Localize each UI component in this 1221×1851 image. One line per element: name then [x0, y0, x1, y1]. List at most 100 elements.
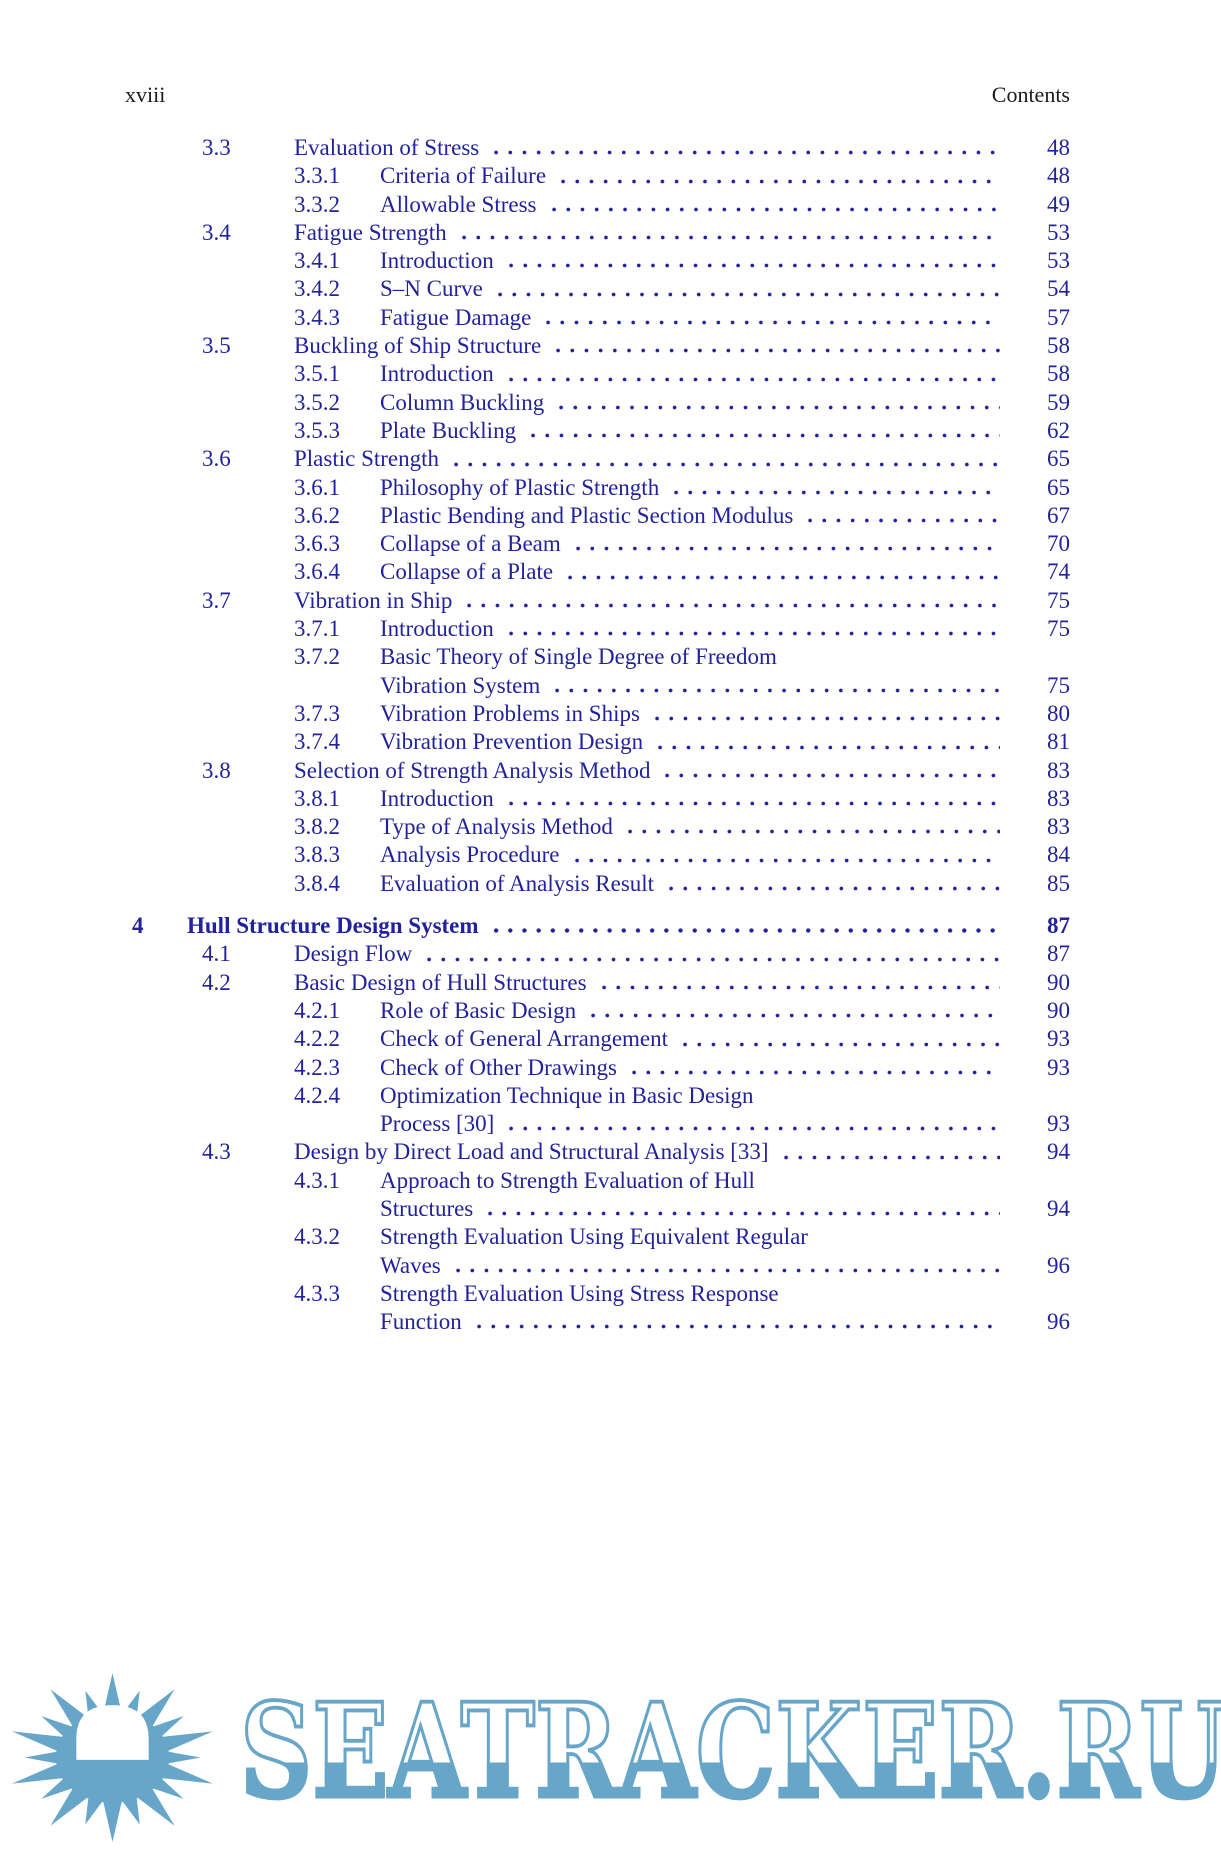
toc-entry-title: Criteria of Failure	[380, 163, 547, 189]
toc-entry: 3.6.4 Collapse of a Plate 74	[0, 558, 1221, 586]
toc-entry-line: 3.4.1 Introduction 53	[0, 247, 1221, 275]
toc-entry-title: Check of Other Drawings	[380, 1054, 617, 1080]
watermark-text: SEATRACKER.RU	[239, 1684, 1221, 1818]
toc-entry: 3.7.3 Vibration Problems in Ships 80	[0, 700, 1221, 728]
toc-entry: 4.2.4 Optimization Technique in Basic Des…	[0, 1082, 1221, 1139]
toc-entry-number: 4.2.3	[294, 1054, 340, 1080]
dotted-leader	[653, 744, 1000, 750]
toc-entry-page: 53	[1047, 219, 1070, 245]
toc-entry: 3.5.1 Introduction 58	[0, 360, 1221, 388]
toc-entry-title: Function	[380, 1309, 462, 1335]
toc-entry-title: Vibration System	[380, 672, 541, 698]
toc-entry-page: 90	[1047, 969, 1070, 995]
toc-entry-number: 4	[132, 913, 144, 939]
toc-entry-number: 3.5.1	[294, 361, 340, 387]
dotted-leader	[503, 801, 1000, 807]
toc-entry: 4.3.2 Strength Evaluation Using Equivalen…	[0, 1223, 1221, 1280]
dotted-leader	[678, 1041, 1000, 1047]
toc-entry: 3.6.2 Plastic Bending and Plastic Section…	[0, 502, 1221, 530]
toc-entry-line: 4.2.2 Check of General Arrangement 93	[0, 1025, 1221, 1053]
toc-entry: 3.7.4 Vibration Prevention Design 81	[0, 728, 1221, 756]
dotted-leader	[563, 574, 1000, 580]
toc-entry: 4.3.3 Strength Evaluation Using Stress Re…	[0, 1280, 1221, 1337]
toc-entry-title: Basic Design of Hull Structures	[294, 969, 587, 995]
toc-entry-line: 3.7.2 Basic Theory of Single Degree of Fr…	[0, 643, 1221, 671]
toc-entry-page: 94	[1047, 1195, 1070, 1221]
dotted-leader	[550, 687, 1000, 693]
toc-entry: 3.8.4 Evaluation of Analysis Result 85	[0, 870, 1221, 898]
toc-entry-number: 3.7.1	[294, 616, 340, 642]
toc-entry-title: Collapse of a Plate	[380, 559, 554, 585]
toc-entry: 3.7.2 Basic Theory of Single Degree of Fr…	[0, 643, 1221, 700]
toc-entry-number: 3.3	[202, 135, 231, 160]
dotted-leader	[489, 150, 1000, 156]
toc-entry-line: 4.2.4 Optimization Technique in Basic Des…	[0, 1082, 1221, 1110]
toc-entry-number: 4.2.4	[294, 1082, 340, 1108]
toc-entry-title: Analysis Procedure	[380, 842, 560, 868]
toc-entry-title: Plastic Strength	[294, 446, 440, 472]
toc-entry-line: Waves 96	[0, 1252, 1221, 1280]
dotted-leader	[803, 518, 1000, 524]
toc-entry-page: 59	[1047, 389, 1070, 415]
toc-entry-title: Collapse of a Beam	[380, 531, 561, 557]
toc-entry-number: 3.7.4	[294, 729, 340, 755]
toc-entry-line: Structures 94	[0, 1195, 1221, 1223]
toc-entry-page: 83	[1047, 814, 1070, 840]
toc-entry-line: 4.3.1 Approach to Strength Evaluation of …	[0, 1167, 1221, 1195]
toc-entry-page: 80	[1047, 700, 1070, 726]
toc-entry-title: Structures	[380, 1195, 474, 1221]
toc-entry: 3.3.1 Criteria of Failure 48	[0, 162, 1221, 190]
toc-entry-page: 65	[1047, 474, 1070, 500]
toc-entry-number: 4.3	[202, 1139, 231, 1165]
toc-entry-number: 3.6.1	[294, 474, 340, 500]
toc-entry-title: Introduction	[380, 616, 494, 642]
toc-entry: 4.2.2 Check of General Arrangement 93	[0, 1025, 1221, 1053]
toc-entry-line: 4 Hull Structure Design System 87	[0, 912, 1221, 940]
toc-entry-page: 83	[1047, 757, 1070, 783]
toc-entry-title: Design by Direct Load and Structural Ana…	[294, 1139, 769, 1165]
dotted-leader	[554, 404, 1000, 410]
toc-entry-title: Fatigue Strength	[294, 219, 447, 245]
dotted-leader	[503, 631, 1000, 637]
toc-entry-title: Evaluation of Analysis Result	[380, 870, 655, 896]
toc-entry-line: 3.6.2 Plastic Bending and Plastic Section…	[0, 502, 1221, 530]
dotted-leader	[504, 1126, 1000, 1132]
toc-entry: 3.4.2 S–N Curve 54	[0, 275, 1221, 303]
toc-entry-page: 83	[1047, 785, 1070, 811]
toc-entry-number: 3.5.3	[294, 417, 340, 443]
dotted-leader	[570, 546, 1000, 552]
toc-entry-number: 3.8.1	[294, 785, 340, 811]
toc-entry-page: 48	[1047, 163, 1070, 189]
dotted-leader	[596, 984, 1000, 990]
dotted-leader	[660, 772, 1000, 778]
toc-entry-number: 4.2	[202, 969, 231, 995]
toc-entry-title: Strength Evaluation Using Equivalent Reg…	[380, 1224, 808, 1250]
toc-entry-title: Introduction	[380, 361, 494, 387]
toc-entry-title: Fatigue Damage	[380, 304, 532, 330]
toc-entry: 3.8 Selection of Strength Analysis Method…	[0, 757, 1221, 785]
toc-entry-line: 3.3.2 Allowable Stress 49	[0, 191, 1221, 219]
toc-entry-number: 3.6	[202, 446, 231, 472]
toc-entry-page: 75	[1047, 587, 1070, 613]
toc-entry-title: Approach to Strength Evaluation of Hull	[380, 1167, 755, 1193]
toc-entry: 3.6 Plastic Strength 65	[0, 445, 1221, 473]
toc-entry-page: 87	[1047, 941, 1070, 967]
toc-entry-title: Process [30]	[380, 1111, 495, 1137]
toc-entry-page: 70	[1047, 531, 1070, 557]
toc-entry-number: 4.2.1	[294, 997, 340, 1023]
toc-entry-page: 96	[1047, 1252, 1070, 1278]
toc-entry-page: 57	[1047, 304, 1070, 330]
toc-entry: 3.5 Buckling of Ship Structure 58	[0, 332, 1221, 360]
toc-entry: 3.4.1 Introduction 53	[0, 247, 1221, 275]
toc-entry-number: 4.2.2	[294, 1026, 340, 1052]
dotted-leader	[778, 1154, 1000, 1160]
toc-entry-page: 74	[1047, 559, 1070, 585]
dotted-leader	[462, 603, 1000, 609]
toc-entry-number: 3.6.4	[294, 559, 340, 585]
toc-entry: 4.2 Basic Design of Hull Structures 90	[0, 969, 1221, 997]
dotted-leader	[546, 206, 1000, 212]
toc-entry-number: 3.8.3	[294, 842, 340, 868]
toc-entry-line: 3.7 Vibration in Ship 75	[0, 587, 1221, 615]
toc-entry-line: 3.5.3 Plate Buckling 62	[0, 417, 1221, 445]
toc-entry-title: Introduction	[380, 785, 494, 811]
